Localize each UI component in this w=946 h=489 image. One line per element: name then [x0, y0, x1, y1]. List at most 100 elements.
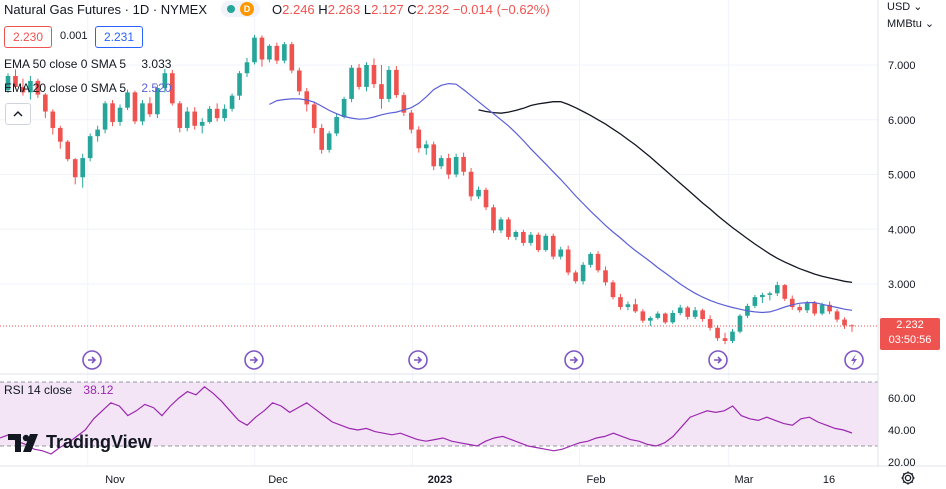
gear-icon[interactable]	[900, 470, 916, 486]
candle-body	[565, 249, 571, 273]
time-axis[interactable]: Nov Dec 2023 Feb Mar 16	[105, 474, 835, 486]
candle-body	[730, 331, 735, 341]
candle-body	[13, 75, 18, 87]
price-tick-label: 7.000	[888, 60, 916, 72]
candle-body	[655, 313, 661, 318]
candle-body	[588, 253, 593, 265]
candle-body	[573, 272, 578, 282]
candle-body	[692, 310, 698, 317]
candle-body	[677, 307, 683, 314]
candle-body	[774, 285, 780, 294]
dividend-event-icon[interactable]	[244, 350, 264, 370]
collapse-legend-button[interactable]	[5, 103, 31, 125]
candle-body	[132, 92, 138, 122]
candle-body	[95, 129, 100, 137]
dividend-event-icon[interactable]	[564, 350, 584, 370]
candle-body	[760, 294, 765, 298]
ema20-legend[interactable]: EMA 20 close 0 SMA 5 2.520	[4, 81, 171, 95]
candle-body	[438, 158, 444, 167]
candle-body	[371, 65, 377, 85]
lightning-event-icon[interactable]	[844, 350, 864, 370]
price-tick-label: 3.000	[888, 279, 916, 291]
candle-body	[237, 73, 242, 96]
last-price-value: 2.232	[896, 319, 924, 331]
buy-button[interactable]: 2.231	[95, 26, 143, 48]
candle-body	[162, 73, 168, 88]
candle-body	[737, 315, 743, 332]
candle-body	[252, 37, 257, 63]
price-axis[interactable]: 7.000 6.000 5.000 4.000 3.000	[888, 60, 916, 291]
candle-body	[65, 141, 71, 160]
rsi-axis[interactable]: 60.00 40.00 20.00	[888, 393, 916, 469]
chevron-down-icon: ⌄	[924, 18, 935, 30]
candle-body	[670, 313, 676, 323]
tradingview-logo[interactable]: TradingView	[8, 432, 152, 453]
candle-body	[468, 171, 474, 197]
candle-body	[87, 136, 93, 159]
currency-label: USD	[887, 1, 911, 13]
symbol-title[interactable]: Natural Gas Futures · 1D · NYMEX	[4, 1, 207, 17]
ema20-line	[269, 82, 853, 314]
sell-button[interactable]: 2.230	[4, 26, 52, 48]
candle-body	[222, 108, 227, 119]
candle-body	[35, 80, 41, 95]
candle-body	[282, 44, 287, 61]
candle-body	[662, 313, 668, 323]
arrow-glyph	[714, 356, 723, 364]
ema20-label: EMA 20 close 0 SMA 5	[4, 81, 127, 95]
high-value: 2.263	[327, 1, 361, 17]
price-tick-label: 5.000	[888, 170, 916, 182]
dividend-event-icon[interactable]	[82, 350, 102, 370]
ema20-value: 2.520	[141, 81, 172, 95]
ema50-line	[478, 101, 853, 284]
candle-body	[558, 249, 564, 257]
candle-body	[394, 69, 399, 96]
candle-body	[423, 144, 429, 149]
candle-body	[416, 129, 422, 149]
dividend-event-icon[interactable]	[708, 350, 728, 370]
unit-selector[interactable]: MMBtu ⌄	[887, 17, 934, 30]
time-tick-label: Dec	[268, 474, 288, 486]
candle-body	[827, 304, 832, 312]
rsi-line	[0, 386, 853, 455]
ema50-legend[interactable]: EMA 50 close 0 SMA 5 3.033	[4, 57, 171, 71]
currency-selector[interactable]: USD ⌄	[887, 0, 923, 13]
candle-body	[20, 86, 26, 93]
sell-price: 2.230	[12, 30, 44, 44]
arrow-glyph	[88, 356, 97, 364]
candle-body	[28, 80, 33, 93]
symbol-header: Natural Gas Futures · 1D · NYMEX D O2.24…	[4, 1, 550, 17]
rsi-legend[interactable]: RSI 14 close 38.12	[4, 383, 113, 397]
candle-body	[184, 111, 190, 128]
rsi-value: 38.12	[83, 383, 114, 397]
candle-body	[80, 158, 86, 178]
candle-body	[819, 304, 825, 314]
candle-body	[304, 91, 310, 105]
spread-value: 0.001	[60, 30, 88, 42]
candle-body	[506, 219, 511, 237]
time-tick-label: 2023	[428, 474, 452, 486]
bar-countdown: 03:50:56	[888, 334, 932, 346]
candle-body	[334, 117, 339, 134]
candle-body	[207, 108, 212, 122]
close-label: C	[407, 1, 417, 17]
candle-body	[177, 103, 183, 128]
candle-body	[259, 37, 265, 60]
candle-body	[244, 62, 250, 74]
arrow-glyph	[414, 356, 423, 364]
candle-body	[528, 234, 534, 243]
status-pill[interactable]: D	[221, 1, 260, 17]
logo-text: TradingView	[46, 432, 152, 452]
time-tick-label: Nov	[105, 474, 125, 486]
dividend-event-icon[interactable]	[408, 350, 428, 370]
low-value: 2.127	[371, 1, 404, 17]
candle-body	[409, 112, 414, 130]
candle-body	[386, 69, 392, 99]
price-tick-label: 4.000	[888, 224, 916, 236]
candle-body	[147, 103, 153, 115]
delayed-data-badge: D	[240, 2, 254, 16]
rsi-tick-label: 40.00	[888, 425, 916, 437]
candle-body	[401, 95, 407, 113]
event-markers[interactable]	[82, 350, 864, 370]
